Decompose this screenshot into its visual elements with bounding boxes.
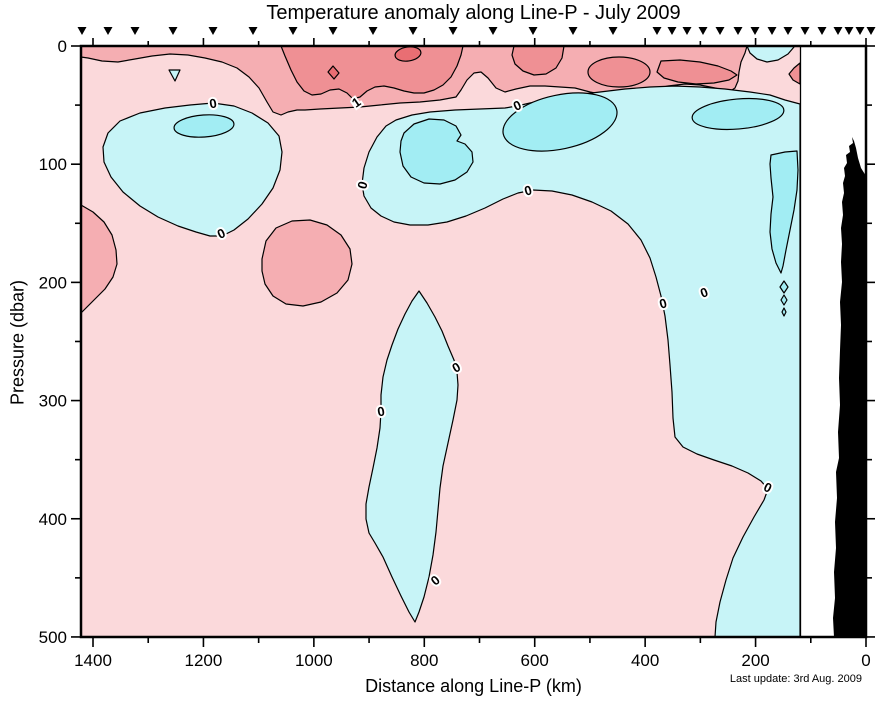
contour-fills [80,45,801,638]
station-marker-triangle [767,27,777,35]
station-marker-triangle [103,27,113,35]
station-marker-triangle [817,27,827,35]
y-tick-label: 500 [39,628,67,647]
y-tick-label: 200 [39,273,67,292]
station-marker-triangle [855,27,865,35]
station-marker-triangle [568,27,578,35]
station-marker-triangle [248,27,258,35]
x-tick-label: 200 [741,651,769,670]
station-marker-triangle [448,27,458,35]
contour-region-pos_1_15 [280,45,464,100]
contour-region-neg_05_1 [173,114,235,138]
contour-region-pos_15_2 [327,65,340,80]
contour-region-pos_05_1 [80,204,118,314]
station-marker-triangle [698,27,708,35]
last-update-note: Last update: 3rd Aug. 2009 [729,673,862,685]
x-tick-label: 400 [631,651,659,670]
station-marker-triangle [328,27,338,35]
contour-region-neg_05_1 [399,118,474,185]
station-marker-triangle [833,27,843,35]
station-marker-triangle [368,27,378,35]
station-marker-triangle [528,27,538,35]
contour-region-neg_05_1 [502,92,618,152]
station-markers [77,27,876,35]
tick-labels: 1400 1200 1000 800 600 400 200 0 0 100 200 300 400 50… [39,37,871,670]
station-marker-triangle [77,27,87,35]
x-axis-title: Distance along Line-P (km) [365,676,582,696]
contour-region-neg_05_1 [780,294,788,306]
y-axis-title: Pressure (dbar) [7,279,28,406]
y-tick-label: 0 [58,37,67,56]
contour-region-pos_1_15 [656,59,738,85]
x-tick-label: 1000 [295,651,333,670]
x-tick-label: 0 [861,651,870,670]
station-marker-triangle [168,27,178,35]
station-marker-triangle [130,27,140,35]
station-marker-triangle [800,27,810,35]
station-marker-triangle [783,27,793,35]
contour-region-neg_0_05 [168,69,181,82]
station-marker-triangle [288,27,298,35]
station-marker-triangle [408,27,418,35]
contour-region-neg_05_1 [769,150,799,274]
contour-region-neg_05_1 [779,280,789,294]
contour-region-neg_0_05 [365,290,459,623]
contour-region-neg_05_1 [781,307,787,317]
contour-region-neg_0_05 [102,102,283,237]
station-marker-triangle [682,27,692,35]
chart-title: Temperature anomaly along Line-P - July … [266,2,681,24]
y-tick-label: 300 [39,392,67,411]
station-marker-triangle [652,27,662,35]
station-marker-triangle [750,27,760,35]
x-tick-label: 1400 [74,651,112,670]
contour-region-pos_05_1 [261,219,353,307]
contour-region-pos_1_15 [587,56,651,88]
station-marker-triangle [608,27,618,35]
station-marker-triangle [733,27,743,35]
station-marker-triangle [866,27,876,35]
station-marker-triangle [208,27,218,35]
x-tick-label: 600 [521,651,549,670]
station-marker-triangle [715,27,725,35]
station-marker-triangle [667,27,677,35]
contour-region-neg_05_1 [691,97,785,131]
bathymetry-profile [833,137,866,637]
station-marker-triangle [844,27,854,35]
x-tick-label: 800 [410,651,438,670]
plot-frame [79,44,868,639]
contour-region-pos_1_15 [511,45,565,76]
x-tick-label: 1200 [185,651,223,670]
y-tick-label: 100 [39,155,67,174]
y-tick-label: 400 [39,510,67,529]
station-marker-triangle [488,27,498,35]
